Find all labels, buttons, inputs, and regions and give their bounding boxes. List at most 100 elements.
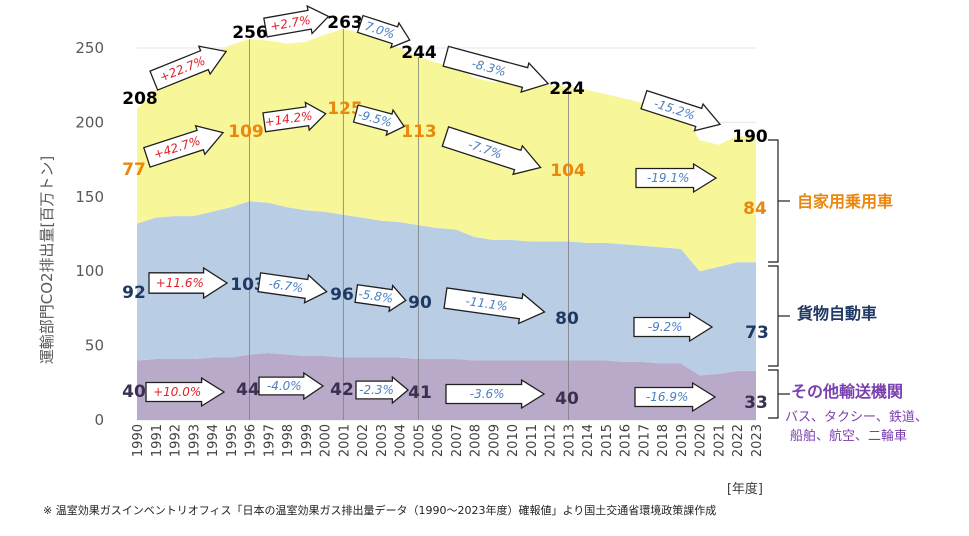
car-change-arrow: -9.5% <box>352 104 406 137</box>
other-change-arrow: -2.3% <box>355 375 410 405</box>
total-change-arrow: +2.7% <box>263 4 330 38</box>
freight-change-arrow: +11.6% <box>148 266 229 300</box>
other-change-arrow: +10.0% <box>145 376 226 408</box>
x-tick-label: 2013 <box>562 424 577 457</box>
x-tick-label: 2020 <box>694 424 709 457</box>
total-label: 190 <box>732 127 768 147</box>
arrow-shape <box>142 124 225 168</box>
y-tick-label: 250 <box>75 39 104 57</box>
x-axis-unit: [年度] <box>727 481 763 497</box>
arrow-shape <box>352 104 406 137</box>
y-tick-label: 50 <box>85 337 104 355</box>
freight-change-arrow: -11.1% <box>443 287 546 325</box>
other-value-label: 40 <box>555 389 579 409</box>
x-tick-label: 2023 <box>750 424 765 457</box>
total-change-arrow: -8.3% <box>442 45 550 93</box>
arrow-shape <box>356 14 411 49</box>
x-tick-label: 2018 <box>656 424 671 457</box>
arrow-shape <box>640 89 722 132</box>
arrow-shape <box>257 272 328 304</box>
freight-value-label: 103 <box>230 275 266 295</box>
x-tick-label: 1991 <box>150 424 165 457</box>
total-label: 224 <box>549 79 585 99</box>
car-change-arrow: -7.7% <box>441 126 542 176</box>
x-tick-label: 2012 <box>544 424 559 457</box>
arrow-shape <box>262 101 327 133</box>
car-bracket <box>768 139 779 263</box>
arrow-shape <box>148 266 229 300</box>
x-tick-label: 2019 <box>675 424 690 457</box>
y-tick-label: 100 <box>75 262 104 280</box>
x-tick-label: 1995 <box>225 424 240 457</box>
x-tick-label: 2016 <box>619 424 634 457</box>
arrow-label: +10.0% <box>153 385 201 399</box>
x-tick-label: 1998 <box>281 424 296 457</box>
x-tick-label: 1996 <box>244 424 259 457</box>
car-change-arrow: +14.2% <box>262 101 327 133</box>
arrow-label: -9.2% <box>648 320 683 334</box>
other-bracket <box>768 369 779 419</box>
x-tick-label: 2009 <box>487 424 502 457</box>
total-label: 263 <box>327 13 363 33</box>
car-value-label: 113 <box>401 122 437 142</box>
x-tick-label: 2011 <box>525 424 540 457</box>
car-value-label: 104 <box>550 161 586 181</box>
arrow-label: -19.1% <box>647 171 689 185</box>
x-tick-label: 1990 <box>131 424 146 457</box>
other-change-arrow: -3.6% <box>445 378 546 410</box>
car-value-label: 125 <box>327 99 363 119</box>
y-axis-label: 運輸部門CO2排出量[百万トン] <box>38 156 56 365</box>
total-label: 208 <box>122 89 158 109</box>
x-tick-label: 2015 <box>600 424 615 457</box>
arrow-label: -2.3% <box>359 383 394 397</box>
car-value-label: 77 <box>122 160 146 180</box>
arrow-label: -4.0% <box>267 379 302 393</box>
freight-value-label: 80 <box>555 309 579 329</box>
arrow-shape <box>445 378 546 410</box>
area-自家用乗用車 <box>137 28 756 272</box>
x-tick-label: 1993 <box>187 424 202 457</box>
category-freight: 貨物自動車 <box>797 304 877 323</box>
x-tick-label: 2017 <box>638 424 653 457</box>
x-tick-label: 2021 <box>713 424 728 457</box>
x-tick-label: 1992 <box>169 424 184 457</box>
arrow-shape <box>635 162 718 194</box>
x-tick-label: 2004 <box>394 424 409 457</box>
freight-value-label: 90 <box>408 293 432 313</box>
arrow-label: -16.9% <box>646 390 688 404</box>
x-tick-label: 2003 <box>375 424 390 457</box>
footnote: ※ 温室効果ガスインベントリオフィス「日本の温室効果ガス排出量データ（1990～… <box>43 504 717 517</box>
y-tick-label: 0 <box>94 411 104 429</box>
y-tick-label: 200 <box>75 113 104 131</box>
arrow-shape <box>263 4 330 38</box>
arrow-shape <box>634 381 717 413</box>
arrow-label: +2.7% <box>269 13 311 34</box>
freight-value-label: 96 <box>330 285 354 305</box>
freight-value-label: 92 <box>122 283 146 303</box>
arrow-shape <box>355 375 410 405</box>
arrow-shape <box>442 45 550 93</box>
x-tick-label: 2005 <box>412 424 427 457</box>
freight-value-label: 73 <box>745 323 769 343</box>
arrow-shape <box>258 371 325 401</box>
x-tick-label: 1999 <box>300 424 315 457</box>
arrow-shape <box>149 45 228 91</box>
x-tick-label: 2008 <box>469 424 484 457</box>
arrow-label: -6.7% <box>268 277 304 296</box>
y-tick-label: 150 <box>75 188 104 206</box>
category-car: 自家用乗用車 <box>797 192 893 211</box>
freight-change-arrow: -9.2% <box>633 311 714 343</box>
category-other: その他輸送機関 <box>791 382 903 401</box>
x-tick-label: 2006 <box>431 424 446 457</box>
other-change-arrow: -16.9% <box>634 381 717 413</box>
freight-change-arrow: -5.8% <box>354 284 407 313</box>
x-tick-label: 1997 <box>262 424 277 457</box>
arrow-shape <box>354 284 407 313</box>
arrow-shape <box>145 376 226 408</box>
other-change-arrow: -4.0% <box>258 371 325 401</box>
x-tick-label: 2022 <box>731 424 746 457</box>
arrow-label: +14.2% <box>264 109 314 130</box>
total-label: 256 <box>232 23 268 43</box>
